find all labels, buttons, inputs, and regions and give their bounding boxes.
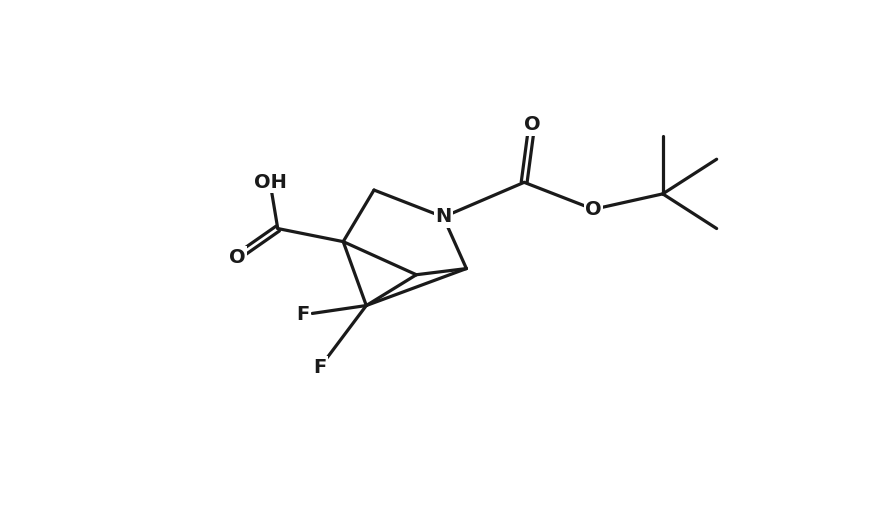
Text: OH: OH: [253, 173, 287, 192]
Text: F: F: [313, 357, 326, 377]
Text: O: O: [585, 200, 602, 219]
Text: O: O: [524, 115, 540, 134]
Text: O: O: [229, 247, 246, 267]
Text: F: F: [297, 305, 310, 324]
Text: N: N: [436, 207, 451, 226]
